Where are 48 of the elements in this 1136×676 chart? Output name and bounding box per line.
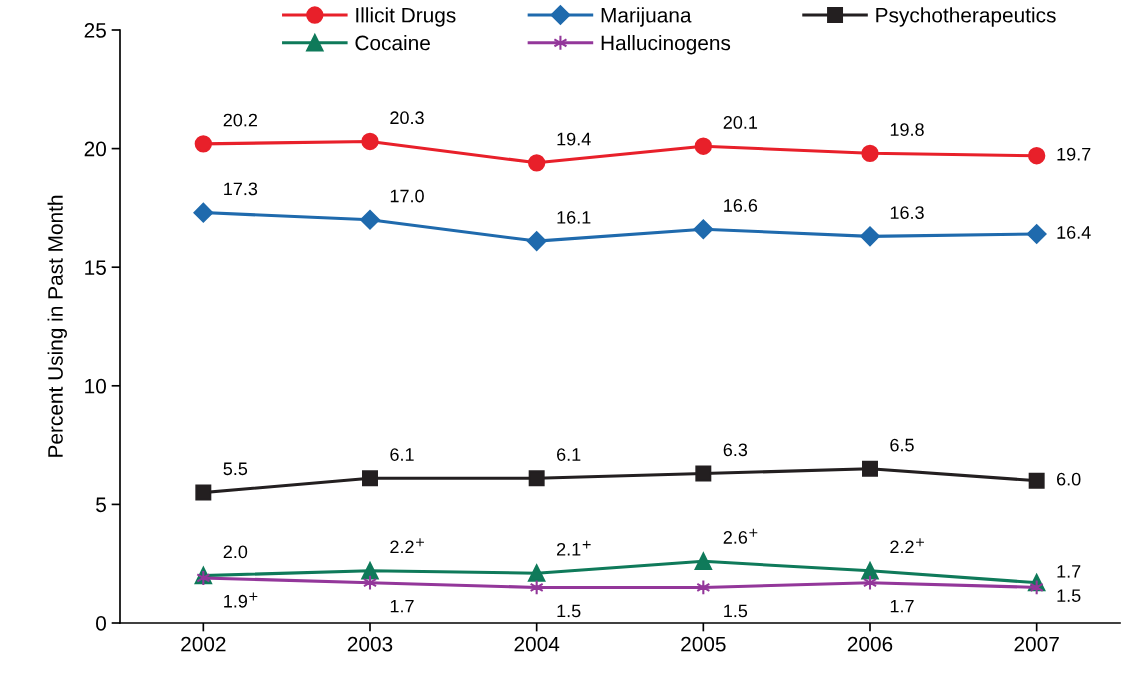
data-label: 1.7 bbox=[890, 599, 914, 613]
data-label: 1.7 bbox=[1057, 565, 1081, 578]
data-label: 6.3 bbox=[723, 443, 748, 457]
data-label: 5.5 bbox=[223, 462, 248, 476]
data-label: 16.6 bbox=[724, 199, 758, 212]
x-tick-label: 2003 bbox=[347, 636, 393, 652]
legend-label: Hallucinogens bbox=[601, 34, 731, 55]
legend-label: Cocaine bbox=[355, 34, 430, 51]
legend-label: Marijuana bbox=[601, 7, 692, 27]
x-tick-label: 2002 bbox=[181, 636, 226, 652]
data-label: 16.4 bbox=[1057, 226, 1091, 239]
y-tick-label: 25 bbox=[84, 23, 106, 38]
data-label: 1.5 bbox=[557, 604, 581, 618]
data-label: 2.2$^{+}$ bbox=[890, 538, 924, 554]
data-label: 20.3 bbox=[390, 111, 424, 125]
legend-label: Psychotherapeutics bbox=[876, 7, 1056, 27]
data-label: 6.1 bbox=[557, 448, 581, 461]
data-label: 19.4 bbox=[557, 132, 591, 146]
data-label: 19.7 bbox=[1057, 147, 1091, 161]
x-tick-label: 2004 bbox=[514, 636, 560, 652]
x-tick-label: 2007 bbox=[1014, 636, 1059, 652]
x-tick-label: 2006 bbox=[847, 636, 893, 652]
x-tick-label: 2005 bbox=[681, 636, 726, 652]
data-label: 17.0 bbox=[390, 189, 424, 203]
data-label: 1.7 bbox=[390, 599, 414, 613]
data-label: 1.5 bbox=[1057, 589, 1081, 602]
y-tick-label: 0 bbox=[96, 616, 106, 631]
data-label: 19.8 bbox=[890, 123, 924, 136]
data-label: 20.1 bbox=[723, 116, 758, 129]
y-tick-label: 15 bbox=[85, 260, 106, 275]
data-label: 17.3 bbox=[224, 182, 258, 196]
data-label: 2.2$^{+}$ bbox=[390, 538, 424, 554]
y-tick-label: 20 bbox=[84, 141, 106, 157]
data-label: 6.1 bbox=[390, 448, 414, 461]
data-label: 6.5 bbox=[890, 438, 914, 452]
data-label: 20.2 bbox=[223, 113, 258, 127]
y-axis-title: Percent Using in Past Month bbox=[47, 195, 67, 457]
data-label: 2.0 bbox=[223, 545, 248, 559]
y-tick-label: 10 bbox=[85, 378, 106, 394]
y-tick-label: 5 bbox=[96, 497, 106, 513]
data-label: 2.1$^{+}$ bbox=[557, 540, 591, 556]
data-label: 2.6$^{+}$ bbox=[723, 528, 758, 544]
data-label: 16.1 bbox=[557, 210, 591, 224]
data-label: 1.9$^{+}$ bbox=[224, 592, 258, 608]
data-label: 6.0 bbox=[1057, 472, 1081, 486]
data-label: 16.3 bbox=[890, 206, 924, 219]
data-label: 1.5 bbox=[724, 604, 748, 618]
legend-label: Illicit Drugs bbox=[356, 7, 456, 27]
